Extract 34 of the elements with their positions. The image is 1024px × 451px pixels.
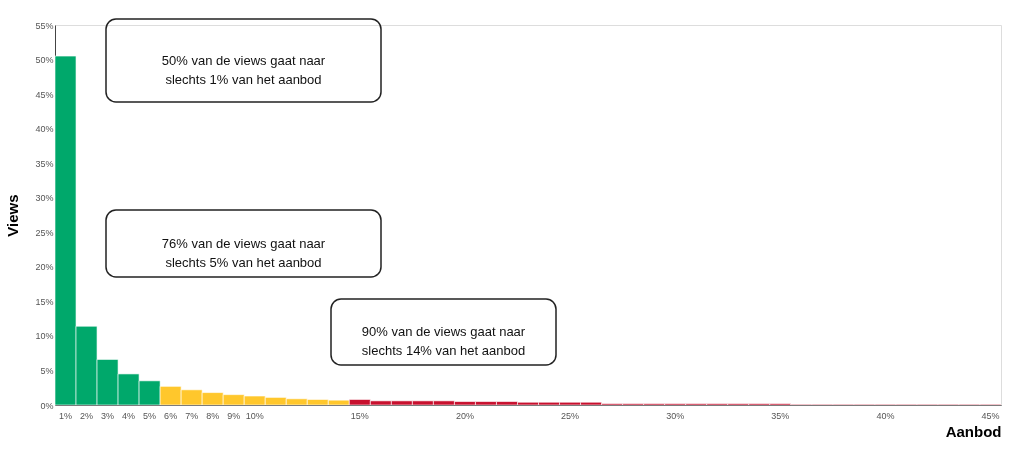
annotation: 90% van de views gaat naar slechts 14% van het aanbod	[361, 324, 526, 358]
x-tick-label: 30%	[666, 410, 685, 421]
y-tick-label: 15%	[35, 296, 54, 307]
x-tick-label: 35%	[771, 410, 790, 421]
x-tick-label: 4%	[122, 410, 136, 421]
x-tick-label: 5%	[143, 410, 157, 421]
x-tick-label: 25%	[561, 410, 580, 421]
x-axis-title: Aanbod	[945, 422, 1002, 440]
x-tick-label: 3%	[101, 410, 115, 421]
x-tick-label: 7%	[185, 410, 199, 421]
x-tick-label: 1%	[59, 410, 73, 421]
y-tick-label: 0%	[40, 400, 54, 411]
y-tick-label: 40%	[35, 124, 54, 135]
y-tick-label: 20%	[35, 262, 54, 273]
x-tick-label: 40%	[876, 410, 895, 421]
y-tick-label: 5%	[40, 365, 54, 376]
y-tick-label: 10%	[35, 331, 54, 342]
x-tick-label: 6%	[164, 410, 178, 421]
x-tick-label: 45%	[981, 410, 1000, 421]
x-tick-label: 20%	[455, 410, 474, 421]
x-tick-label: 15%	[350, 410, 369, 421]
y-tick-label: 45%	[35, 89, 54, 100]
y-tick-label: 35%	[35, 158, 54, 169]
y-tick-label: 25%	[35, 227, 54, 238]
annotation: 76% van de views gaat naar slechts 5% van het aanbod	[161, 235, 326, 270]
y-tick-label: 50%	[35, 55, 54, 66]
x-tick-label: 9%	[227, 410, 241, 421]
x-tick-label: 2%	[80, 410, 94, 421]
y-tick-label: 55%	[35, 20, 54, 31]
annotation: 50% van de views gaat naar slechts 1% van het aanbod	[161, 52, 326, 87]
y-axis-title: Views	[4, 194, 22, 237]
y-tick-label: 30%	[35, 193, 54, 204]
x-tick-label: 10%	[245, 410, 264, 421]
x-tick-label: 8%	[206, 410, 220, 421]
